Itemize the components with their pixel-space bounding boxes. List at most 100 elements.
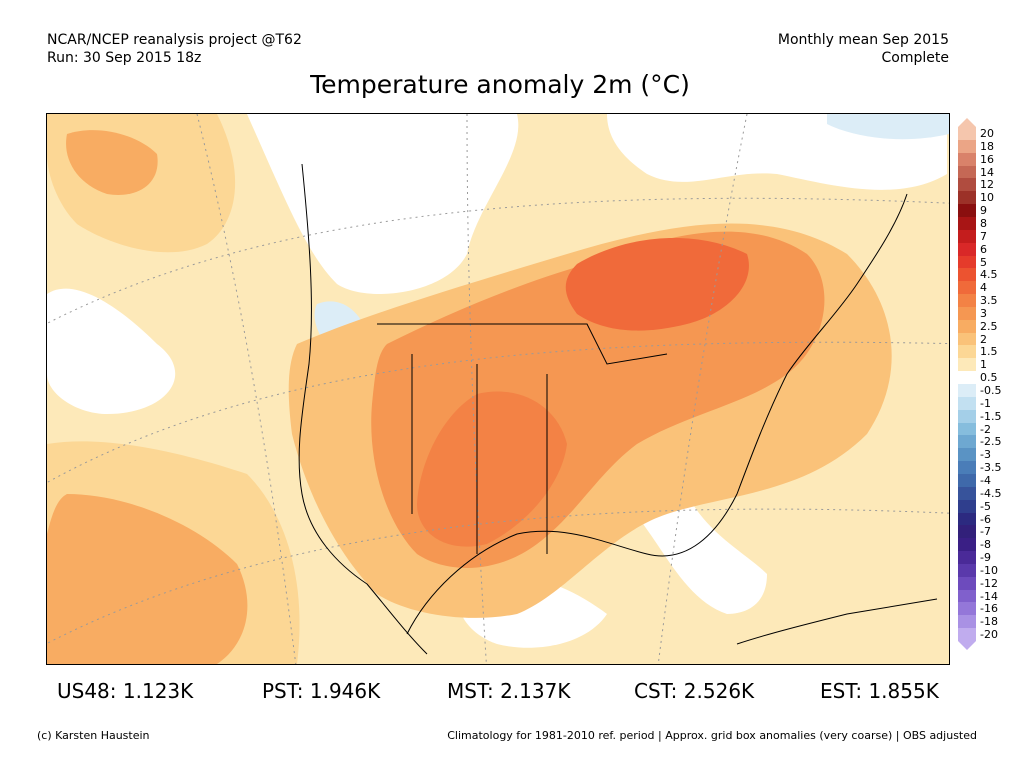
colorbar-label: -16 xyxy=(980,602,998,616)
colorbar-label: -12 xyxy=(980,576,998,590)
colorbar-cell xyxy=(958,461,976,475)
colorbar-label: -0.5 xyxy=(980,384,1002,397)
stat-est-value: 1.855K xyxy=(868,679,939,703)
colorbar-label: -1.5 xyxy=(980,409,1002,423)
colorbar-label: 3.5 xyxy=(980,294,998,308)
colorbar-label: -10 xyxy=(980,563,998,577)
colorbar-label: -1 xyxy=(980,396,991,410)
colorbar-label: -2.5 xyxy=(980,435,1002,449)
colorbar-cell xyxy=(958,204,976,218)
colorbar-label: -9 xyxy=(980,551,991,565)
colorbar-label: 3 xyxy=(980,306,987,320)
colorbar-cell xyxy=(958,242,976,256)
colorbar-cell xyxy=(958,396,976,410)
colorbar-label: -4.5 xyxy=(980,486,1002,500)
colorbar-label: 9 xyxy=(980,204,987,218)
stat-us48-label: US48: xyxy=(57,679,117,703)
colorbar-cell xyxy=(958,538,976,552)
colorbar-cell xyxy=(958,384,976,397)
colorbar-cell xyxy=(958,473,976,487)
colorbar-label: -3.5 xyxy=(980,461,1002,475)
colorbar-label: 0.5 xyxy=(980,371,998,385)
colorbar-label: 7 xyxy=(980,229,987,243)
colorbar-cell xyxy=(958,615,976,629)
anomaly-2-pacific-north xyxy=(66,130,158,195)
colorbar-cell xyxy=(958,499,976,513)
colorbar-cell xyxy=(958,551,976,565)
stat-cst-value: 2.526K xyxy=(683,679,755,703)
anomaly-2-pacific-south xyxy=(47,494,248,664)
colorbar-top-arrow xyxy=(958,118,976,127)
colorbar-cell xyxy=(958,229,976,243)
anomaly-3-southern-plains xyxy=(417,391,567,547)
colorbar-label: 4 xyxy=(980,281,987,295)
colorbar-cell xyxy=(958,139,976,153)
colorbar-bottom-arrow xyxy=(958,641,976,650)
stat-us48-value: 1.123K xyxy=(122,679,194,703)
colorbar-label: -20 xyxy=(980,628,998,642)
colorbar-label: -3 xyxy=(980,448,991,462)
colorbar-cell xyxy=(958,448,976,462)
colorbar-label: 1 xyxy=(980,358,987,372)
run-label: Run: 30 Sep 2015 18z xyxy=(47,50,202,66)
colorbar-cell xyxy=(958,127,976,140)
colorbar-label: -18 xyxy=(980,615,998,629)
map-title: Temperature anomaly 2m (°C) xyxy=(310,70,690,99)
stat-mst: MST: 2.137K xyxy=(447,679,570,703)
header-left: NCAR/NCEP reanalysis project @T62 Run: 3… xyxy=(47,31,302,67)
stat-mst-label: MST: xyxy=(447,679,494,703)
colorbar-label: -14 xyxy=(980,589,998,603)
colorbar-cell xyxy=(958,332,976,346)
colorbar-label: 12 xyxy=(980,178,994,192)
colorbar-cell xyxy=(958,165,976,179)
colorbar-cell xyxy=(958,589,976,603)
colorbar-label: 14 xyxy=(980,165,994,179)
colorbar-cell xyxy=(958,152,976,166)
colorbar-label: 5 xyxy=(980,255,987,269)
colorbar-cell xyxy=(958,525,976,539)
stat-pst-label: PST: xyxy=(262,679,304,703)
climatology-note: Climatology for 1981-2010 ref. period | … xyxy=(447,729,977,742)
graticule xyxy=(47,114,949,664)
white-area-pacific-west xyxy=(47,288,176,414)
period-label: Monthly mean Sep 2015 xyxy=(777,32,949,48)
anomaly-map xyxy=(46,113,950,665)
colorbar-cell xyxy=(958,576,976,590)
colorbar-label: 10 xyxy=(980,191,994,205)
colorbar-cell xyxy=(958,628,976,642)
colorbar-cell xyxy=(958,255,976,269)
colorbar-cell xyxy=(958,306,976,320)
colorbar-cell xyxy=(958,435,976,449)
stat-pst-value: 1.946K xyxy=(309,679,381,703)
colorbar-label: 4.5 xyxy=(980,268,998,282)
colorbar-label: -2 xyxy=(980,422,991,436)
status-label: Complete xyxy=(881,50,949,66)
colorbar-cell xyxy=(958,294,976,308)
header-right: Monthly mean Sep 2015 Complete xyxy=(778,31,949,67)
colorbar-label: 20 xyxy=(980,127,994,140)
copyright: (c) Karsten Haustein xyxy=(37,729,150,742)
colorbar-cell xyxy=(958,512,976,526)
stat-est-label: EST: xyxy=(820,679,863,703)
colorbar-cell xyxy=(958,486,976,500)
map-canvas xyxy=(47,114,949,664)
anomaly-3-5-ontario-quebec xyxy=(565,237,749,331)
colorbar-label: 6 xyxy=(980,242,987,256)
colorbar-cell xyxy=(958,563,976,577)
colorbar-label: 8 xyxy=(980,216,987,230)
colorbar-cell xyxy=(958,178,976,192)
colorbar-cell xyxy=(958,281,976,295)
colorbar-cell xyxy=(958,409,976,423)
negative-area-arctic xyxy=(827,114,949,140)
colorbar-label: 1.5 xyxy=(980,345,998,359)
colorbar-cell xyxy=(958,358,976,372)
colorbar-cell xyxy=(958,191,976,205)
colorbar-cell xyxy=(958,422,976,436)
colorbar-cell xyxy=(958,345,976,359)
colorbar-cell xyxy=(958,268,976,282)
colorbar-cell xyxy=(958,371,976,385)
stat-cst-label: CST: xyxy=(634,679,678,703)
coastlines xyxy=(298,163,938,655)
colorbar-label: 16 xyxy=(980,152,994,166)
colorbar-label: -5 xyxy=(980,499,991,513)
